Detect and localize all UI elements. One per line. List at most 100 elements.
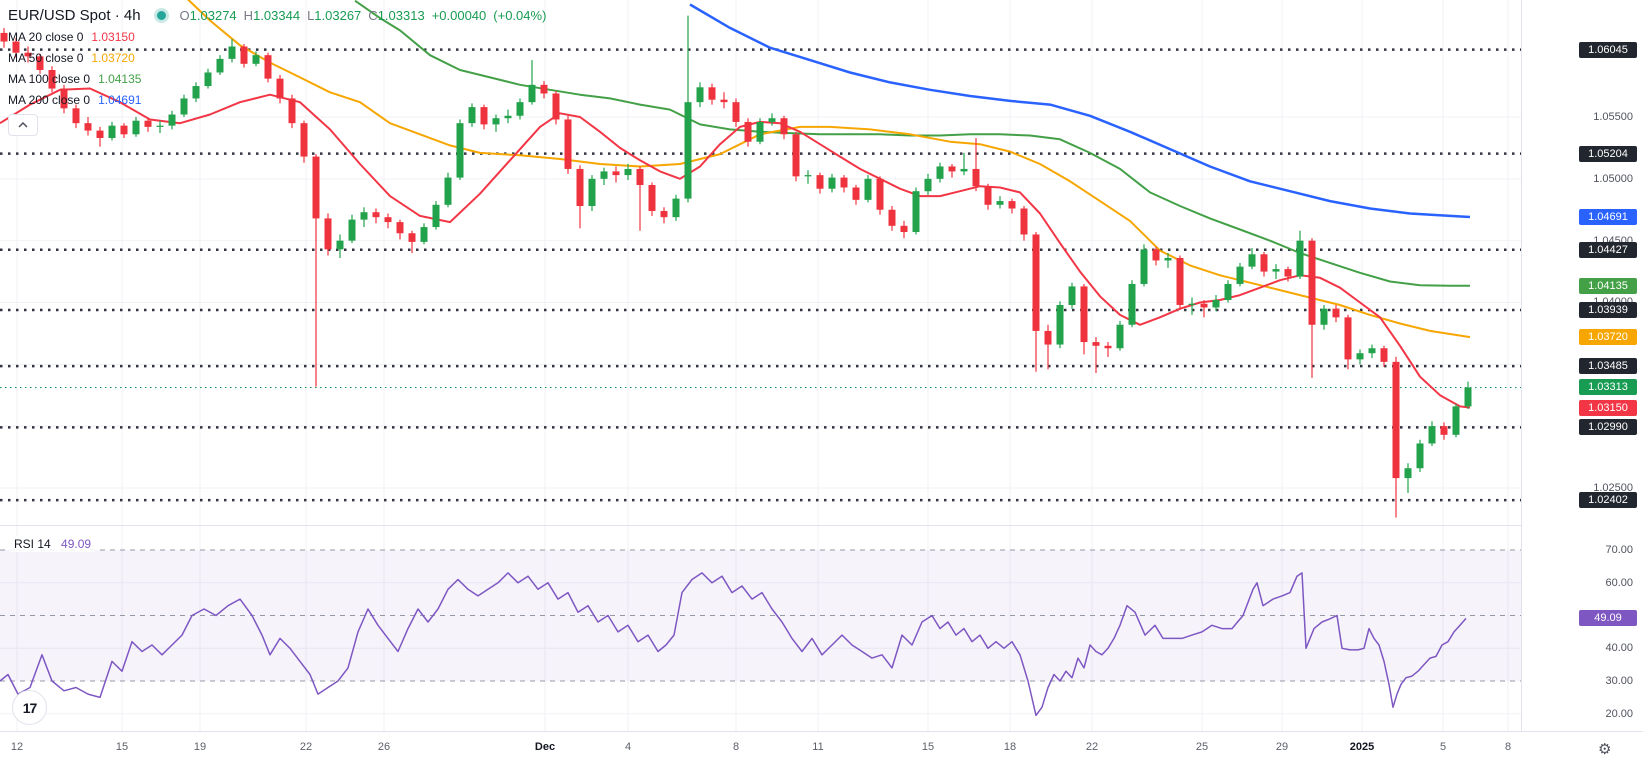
rsi-axis-label: 20.00 (1605, 707, 1633, 720)
candle-body (1296, 240, 1304, 277)
change-value: +0.00040 (431, 7, 487, 23)
candle-body (1188, 303, 1196, 305)
candle-body (852, 187, 860, 200)
candle-body (1248, 254, 1256, 267)
current-price-badge: 1.03313 (1579, 379, 1637, 396)
price-level-badge: 1.04135 (1579, 277, 1637, 294)
candle-body (276, 78, 284, 99)
rsi-value-badge: 49.09 (1579, 610, 1637, 627)
ma-200-value: 1.04691 (98, 92, 142, 107)
price-level-badge: 1.02402 (1579, 492, 1637, 509)
ma-100-label: MA 100 close 0 (8, 71, 91, 86)
candle-body (840, 177, 848, 188)
close-value: 1.03313 (377, 7, 425, 23)
candle-body (432, 204, 440, 228)
candle-body (888, 209, 896, 226)
candle-body (1140, 249, 1148, 284)
candle-body (24, 52, 32, 57)
candle-body (504, 115, 512, 119)
time-axis-label: 18 (1003, 741, 1017, 753)
candle-body (1032, 234, 1040, 331)
candle-body (144, 120, 152, 127)
settings-gear-icon[interactable]: ⚙ (1598, 741, 1612, 758)
candle-body (252, 55, 260, 64)
candle-body (552, 93, 560, 120)
candle-body (1212, 300, 1220, 308)
candle-body (1284, 269, 1292, 277)
candle-body (756, 121, 764, 142)
candle-body (900, 225, 908, 233)
candle-body (516, 102, 524, 116)
ma-200-legend-row[interactable]: MA 200 close 0 1.04691 (8, 89, 553, 110)
candle-body (1416, 443, 1424, 469)
candle-body (672, 198, 680, 218)
candle-body (1272, 269, 1280, 272)
candle-body (180, 98, 188, 115)
candle-body (780, 118, 788, 135)
candle-body (288, 98, 296, 124)
tv-logo[interactable]: 17 (12, 690, 47, 725)
candle-body (1452, 406, 1460, 435)
candle-body (732, 102, 740, 122)
time-axis-label: 29 (1275, 741, 1289, 753)
low-value: 1.03267 (314, 7, 362, 23)
candle-body (1392, 361, 1400, 479)
candle-body (312, 156, 320, 219)
rsi-legend[interactable]: RSI 14 49.09 (10, 536, 96, 552)
pane-separator[interactable] (0, 525, 1521, 526)
candle-body (48, 69, 56, 89)
candle-body (804, 175, 812, 177)
time-axis-label: 19 (193, 741, 207, 753)
candle-body (216, 58, 224, 73)
time-axis-label: 22 (299, 741, 313, 753)
ma-200-line (689, 3, 1471, 219)
ma-50-legend-row[interactable]: MA 50 close 0 1.03720 (8, 47, 553, 68)
candle-body (132, 120, 140, 135)
candle-body (1044, 330, 1052, 345)
symbol-title[interactable]: EUR/USD Spot · 4h (8, 6, 141, 24)
ma-20-legend-row[interactable]: MA 20 close 0 1.03150 (8, 26, 553, 47)
candle-body (1056, 304, 1064, 345)
candle-body (1224, 283, 1232, 301)
candle-body (984, 186, 992, 205)
ma-100-legend-row[interactable]: MA 100 close 0 1.04135 (8, 68, 553, 89)
candle-body (336, 240, 344, 250)
candle-body (120, 125, 128, 135)
rsi-axis-label: 70.00 (1605, 544, 1633, 556)
rsi-axis-label: 30.00 (1605, 675, 1633, 687)
chevron-up-icon (18, 122, 28, 128)
time-axis-label: 5 (1439, 741, 1447, 753)
legend-collapse-button[interactable] (8, 114, 38, 136)
candle-body (1464, 387, 1472, 407)
candle-body (0, 32, 8, 42)
candle-body (468, 107, 476, 124)
rsi-value: 49.09 (61, 537, 92, 551)
price-level-badge: 1.03720 (1579, 329, 1637, 346)
candle-body (420, 227, 428, 242)
rsi-label: RSI 14 (14, 537, 51, 551)
candle-body (1020, 208, 1028, 235)
candle-body (396, 222, 404, 234)
candle-body (1380, 348, 1388, 362)
ma-100-value: 1.04135 (98, 71, 142, 86)
price-level-badge: 1.03939 (1579, 302, 1637, 319)
candle-body (612, 171, 620, 176)
time-axis-label: 8 (732, 741, 740, 753)
price-level-badge: 1.06045 (1579, 41, 1637, 58)
candle-body (1200, 303, 1208, 308)
candle-body (456, 123, 464, 178)
candle-body (564, 119, 572, 169)
candle-body (84, 123, 92, 131)
candle-body (636, 168, 644, 186)
candle-body (912, 191, 920, 233)
candle-body (204, 72, 212, 87)
change-percent: (+0.04%) (493, 7, 547, 23)
ma-50-label: MA 50 close 0 (8, 50, 84, 65)
candle-body (1428, 426, 1436, 444)
candle-body (300, 123, 308, 157)
candle-body (624, 168, 632, 176)
price-axis-label: 1.02500 (1593, 482, 1633, 494)
candle-body (192, 86, 200, 99)
